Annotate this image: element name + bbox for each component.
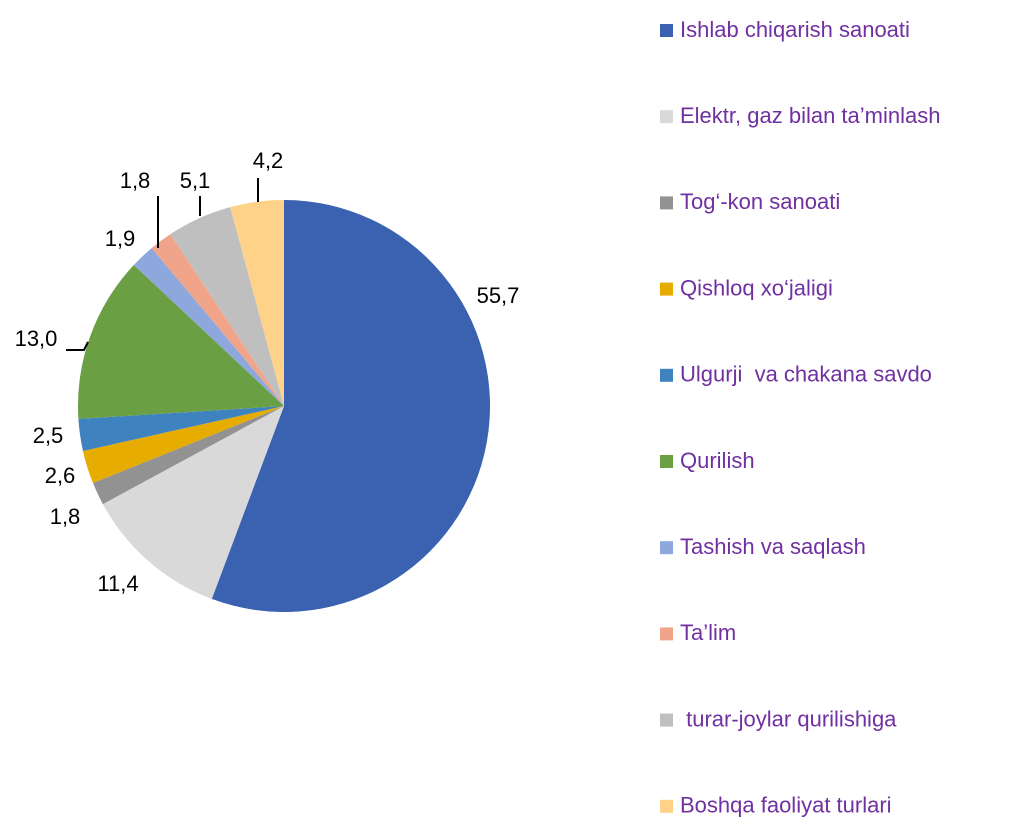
legend-swatch	[660, 627, 673, 641]
legend-swatch	[660, 24, 673, 37]
legend-label: Qurilish	[680, 448, 755, 473]
legend-label: Qishloq xo‘jaligi	[680, 275, 833, 300]
legend-swatch	[660, 196, 673, 210]
legend-swatch	[660, 455, 673, 468]
pie-slice	[92, 406, 285, 505]
pie-slice	[102, 406, 284, 599]
data-label: 1,8	[120, 168, 151, 193]
legend-swatch	[660, 799, 673, 813]
legend-label: Tog‘-kon sanoati	[680, 189, 840, 214]
legend-swatch	[660, 282, 673, 296]
pie-slice	[78, 406, 284, 451]
data-label: 1,8	[50, 504, 81, 529]
pie-slice	[82, 406, 284, 484]
legend-label: turar-joylar qurilishiga	[680, 706, 897, 731]
legend-label: Boshqa faoliyat turlari	[680, 793, 892, 818]
legend-label: Tashish va saqlash	[680, 534, 866, 559]
pie-slice	[170, 207, 284, 406]
legend-swatch	[660, 110, 673, 124]
legend-swatch	[660, 541, 673, 555]
pie-slice	[211, 200, 491, 612]
legend-label: Elektr, gaz bilan ta’minlash	[680, 103, 940, 128]
data-label: 2,6	[45, 463, 76, 488]
legend-swatch	[660, 713, 673, 727]
data-label: 1,9	[105, 226, 136, 251]
pie-slice	[78, 264, 285, 419]
legend-swatch	[660, 368, 673, 382]
legend-label: Ishlab chiqarish sanoati	[680, 17, 910, 42]
pie-slice	[133, 248, 284, 406]
leader-line	[66, 341, 89, 351]
legend-label: Ta’lim	[680, 620, 736, 645]
pie-slice	[151, 234, 284, 406]
pie-slice	[230, 200, 284, 406]
data-label: 55,7	[477, 283, 520, 308]
data-label: 13,0	[15, 326, 58, 351]
data-label: 2,5	[33, 423, 64, 448]
data-label: 5,1	[180, 168, 211, 193]
data-label: 11,4	[97, 571, 138, 596]
legend-label: Ulgurji va chakana savdo	[680, 362, 932, 387]
data-label: 4,2	[253, 148, 284, 173]
